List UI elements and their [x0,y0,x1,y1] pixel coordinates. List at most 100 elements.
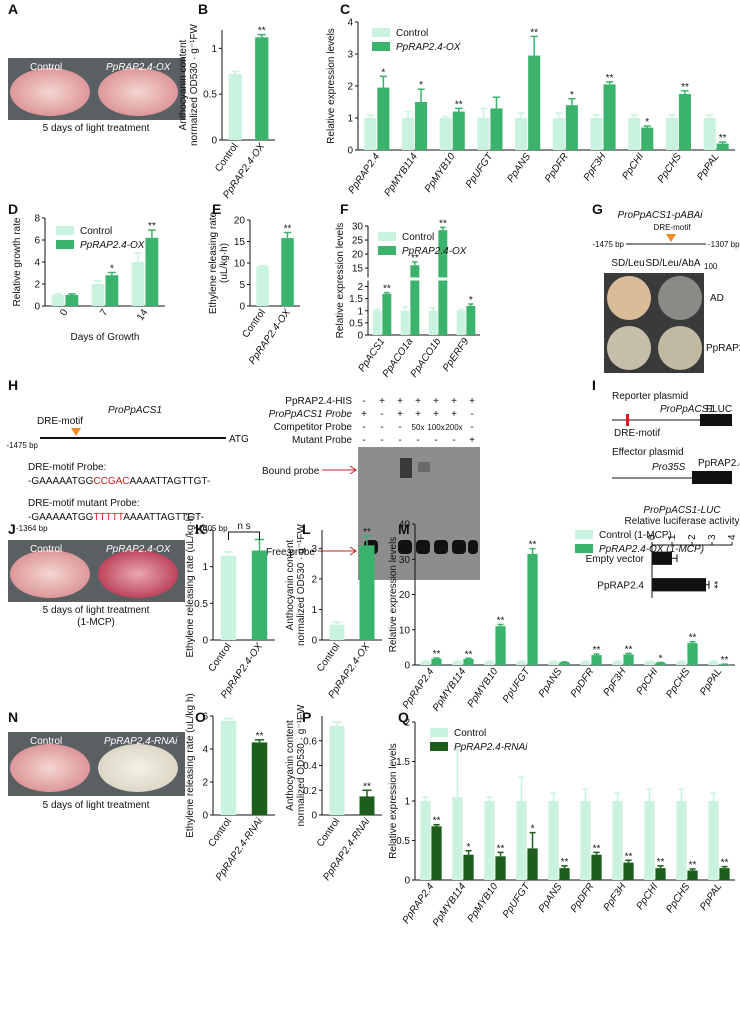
position: -1475 bp [6,441,38,450]
x-tick-label: PpANS [537,881,565,914]
error-bar [681,90,689,94]
panel-letter: I [592,377,596,393]
bar [559,868,570,880]
position: -1364 bp [16,524,48,533]
photo-label: Control [30,736,62,747]
bar [623,654,634,665]
y-tick-label: 0 [202,636,208,647]
x-tick-label: PpRAP2.4 [347,151,383,196]
significance: ** [593,843,601,854]
error-bar [630,114,638,118]
seq-mutant: TTTTT [93,512,123,523]
x-tick-label: Control [213,141,241,174]
x-tick-label: PpCHS [664,666,692,700]
bar [687,643,698,665]
motif-marker [71,428,81,436]
significance: ** [529,540,537,551]
bar [431,658,442,665]
error-bar [497,623,504,627]
gel-mark: + [451,409,457,420]
y-tick-label: 2 [357,282,363,293]
bar [591,655,602,665]
panel-letter: E [212,201,221,217]
significance: ** [689,860,697,871]
y-axis-label: Ethylene releasing rate (uL/kg h) [185,693,196,838]
caption: (1-MCP) [77,617,115,628]
y-tick-label: 6 [34,236,40,247]
x-tick-label: PpPAL [698,666,724,697]
plasmid-label: Reporter plasmid [612,391,688,402]
band [468,540,478,554]
caption: 5 days of light treatment [43,800,150,811]
significance: ** [719,133,727,144]
significance: ** [433,649,441,660]
motif: DRE-motif [654,223,692,232]
bar [676,801,687,880]
bar [628,118,641,150]
y-tick-label: 0 [404,661,410,672]
caption: 5 days of light treatment [43,605,150,616]
gel-mark: - [398,422,401,433]
bar [131,262,145,306]
x-tick-label: PpUFGT [464,151,496,190]
significance: * [467,842,471,853]
error-bar [710,792,717,801]
legend-label: PpRAP2.4-OX [402,246,467,257]
significance: ** [363,527,371,538]
gel-mark: - [470,409,473,420]
x-tick-label: PpF3H [602,666,629,698]
bar [641,127,654,150]
bar [565,105,578,150]
panel-letter: N [8,709,18,725]
y-tick-label: 0.5 [203,90,217,101]
position: -1307 bp [708,240,740,249]
error-bar [593,851,600,855]
gel-mark: + [361,409,367,420]
legend-label: PpRAP2.4-OX (1-MCP) [599,544,704,555]
significance: ** [148,221,156,232]
y-tick-label: 0 [202,811,208,822]
bar [495,856,506,880]
bar [603,84,616,150]
bar [687,870,698,880]
y-tick-label: 0.6 [303,736,317,747]
legend-swatch [575,530,593,539]
legend-swatch [378,246,396,255]
bar [655,868,666,880]
bar [420,661,431,665]
chart-subtitle: Relative luciferase activity [624,516,739,527]
promoter: ProPpACS1 [660,404,714,415]
bar [228,74,242,140]
bar [51,295,65,306]
error-bar [678,788,685,801]
y-axis-label: Anthocyanin content [285,539,296,630]
band [416,540,430,554]
gel-mark: - [380,409,383,420]
bar [719,868,730,880]
gel-mark: 100x [427,423,444,432]
significance: ** [256,731,264,742]
error-bar [465,657,472,660]
significance: ** [689,633,697,644]
gene: FLUC [706,404,732,415]
probe-sequence: -GAAAAATGGCCGACAAAATTAGTTGT- [28,476,210,487]
bar [495,626,506,665]
error-bar [433,823,440,827]
error-bar [454,748,461,798]
y-axis-label: Anthocyanin content [285,720,296,811]
axis-break [364,277,480,281]
y-tick-label: 2 [347,82,353,93]
arrow [322,465,357,475]
x-tick-label: PpF3H [582,151,609,183]
error-bar [442,115,450,118]
y-tick-label: 2 [404,718,410,729]
caption: 5 days of light treatment [43,123,150,134]
significance: ** [258,26,266,37]
error-bar [362,535,372,546]
bar [516,801,527,880]
gel-mark: - [362,422,365,433]
motif-marker [626,414,629,426]
bar [644,801,655,880]
error-bar [54,293,62,295]
x-tick-label: PpRAP2.4 [401,881,437,926]
